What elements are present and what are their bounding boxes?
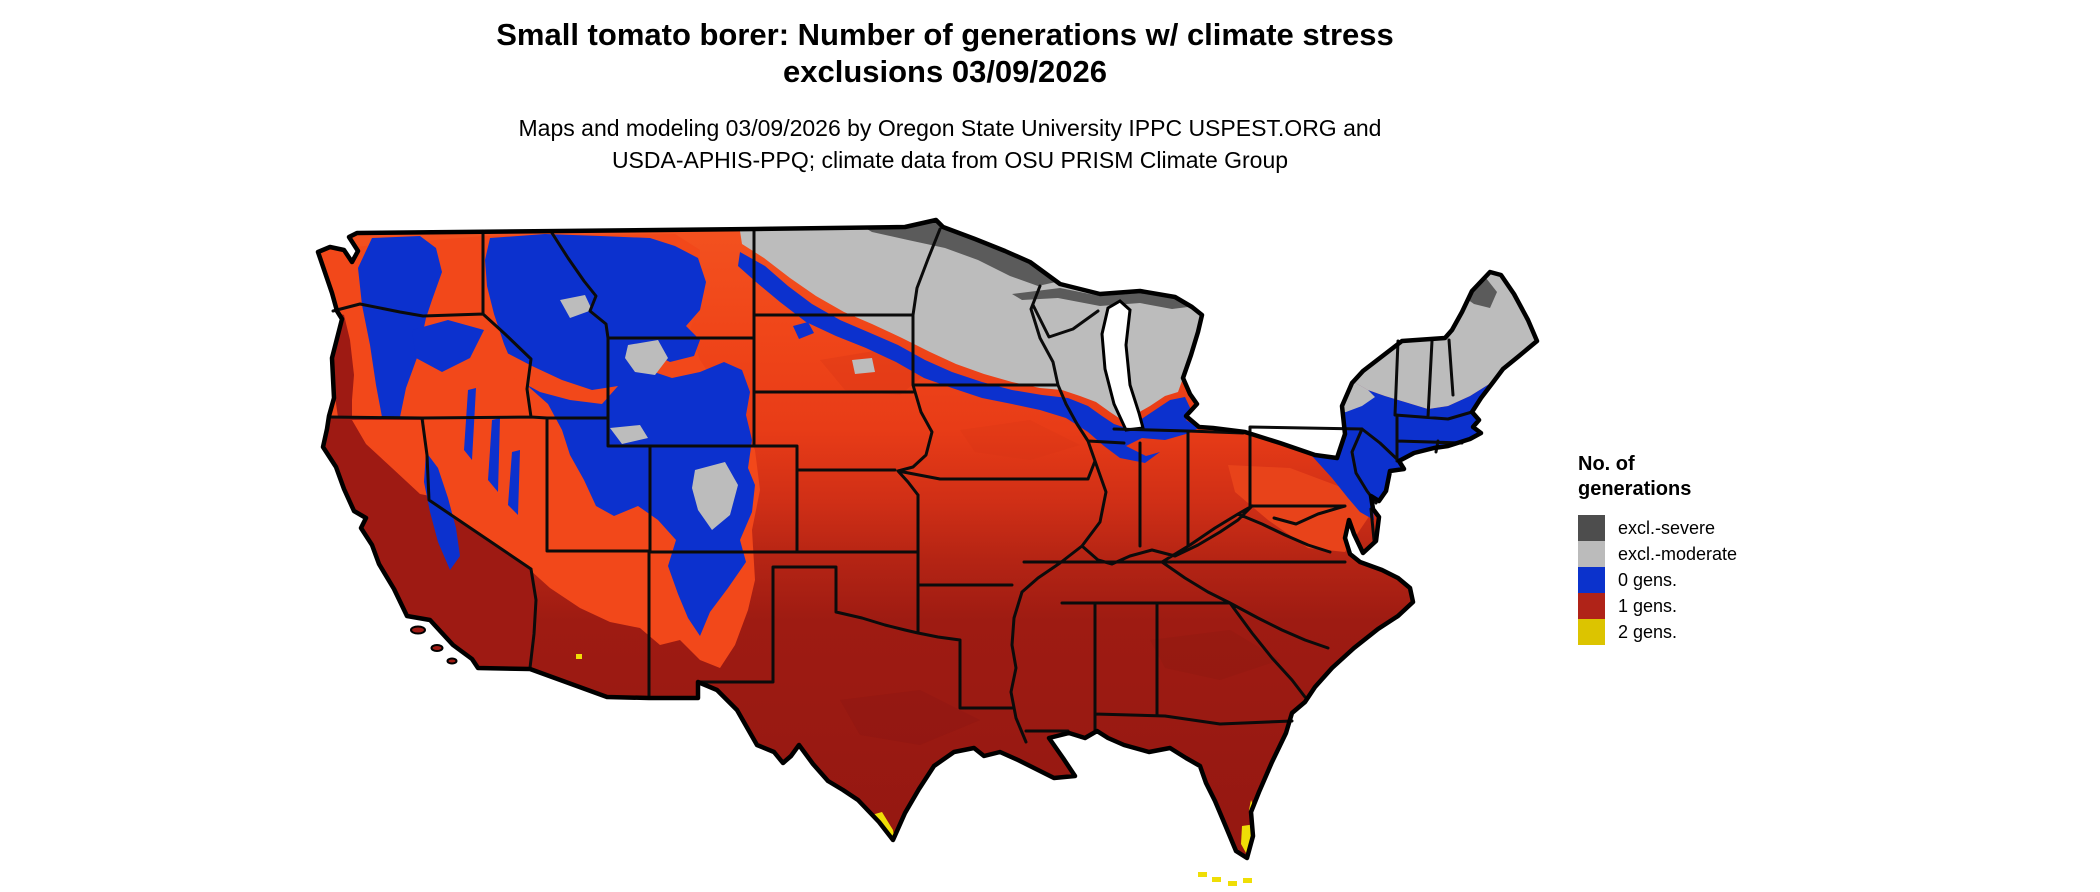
title-line-1: Small tomato borer: Number of generation…: [496, 17, 1394, 52]
legend-label: excl.-severe: [1618, 518, 1716, 538]
legend-items: excl.-severe excl.-moderate 0 gens. 1 gens.…: [1578, 515, 1838, 645]
subtitle-line-1: Maps and modeling 03/09/2026 by Oregon S…: [518, 115, 1382, 141]
legend-title-line-2: generations: [1578, 478, 1692, 500]
map-region-norcal-orange: [352, 420, 440, 498]
map-region-florida-keys: [1198, 872, 1252, 886]
map-region-up-shore-severe: [1012, 288, 1188, 309]
lake-michigan: [1100, 299, 1145, 432]
map-region-uinta-gray: [610, 425, 648, 444]
map-region-california-dark-red: [323, 417, 536, 668]
map-region-new-england-gray: [1352, 272, 1537, 409]
map-region-nevada-range: [488, 418, 500, 492]
legend-label: 2 gens.: [1618, 622, 1678, 642]
texture-blob: [960, 420, 1080, 460]
map-region-nevada-range: [508, 450, 520, 515]
map-region-cascades-blue: [358, 236, 442, 417]
map-region-blue-mountains: [412, 320, 484, 372]
map-region-sierra-blue: [424, 452, 460, 570]
subtitle-line-2: USDA-APHIS-PPQ; climate data from OSU PR…: [611, 147, 1289, 173]
map-region-nevada-range: [464, 388, 476, 460]
page-subtitle: Maps and modeling 03/09/2026 by Oregon S…: [100, 112, 1800, 176]
map-region-black-hills-blue: [793, 322, 814, 339]
us-outline: [315, 217, 1540, 861]
map-region-colorado-peaks-gray: [692, 462, 738, 530]
legend-swatch: [1578, 593, 1605, 619]
legend-swatch: [1578, 619, 1605, 645]
channel-islands: [410, 625, 458, 665]
map-region-maine-severe: [1464, 278, 1497, 308]
map-region-northern-blue-band: [738, 252, 1199, 463]
legend-swatch: [1578, 567, 1605, 593]
title-line-2: exclusions 03/09/2026: [782, 54, 1107, 89]
map-region-midatlantic-orange: [1228, 465, 1370, 552]
map-legend: No. of generations excl.-severe excl.-mod…: [1578, 452, 1838, 645]
state-borders: [327, 227, 1474, 744]
map-region-snake-plain-orange: [498, 352, 618, 404]
map-region-sw-montana-gray: [560, 295, 592, 318]
legend-swatch: [1578, 515, 1605, 541]
legend-label: 1 gens.: [1618, 596, 1678, 616]
legend-swatch: [1578, 541, 1605, 567]
map-region-nebraska-gray-speck: [852, 358, 875, 374]
texture-blob: [840, 690, 980, 745]
legend-row: 0 gens.: [1578, 567, 1838, 593]
legend-label: 0 gens.: [1618, 570, 1678, 590]
texture-blob: [1150, 630, 1280, 680]
legend-title: No. of generations: [1578, 452, 1838, 502]
legend-row: excl.-moderate: [1578, 541, 1838, 567]
page-title: Small tomato borer: Number of generation…: [0, 16, 1890, 90]
map-region-arizona-yellow-speck: [576, 654, 582, 659]
map-region-yellowstone-gray: [625, 340, 668, 375]
legend-label: excl.-moderate: [1618, 544, 1738, 564]
legend-row: excl.-severe: [1578, 515, 1838, 541]
legend-row: 1 gens.: [1578, 593, 1838, 619]
legend-title-line-1: No. of: [1578, 453, 1635, 475]
legend-row: 2 gens.: [1578, 619, 1838, 645]
